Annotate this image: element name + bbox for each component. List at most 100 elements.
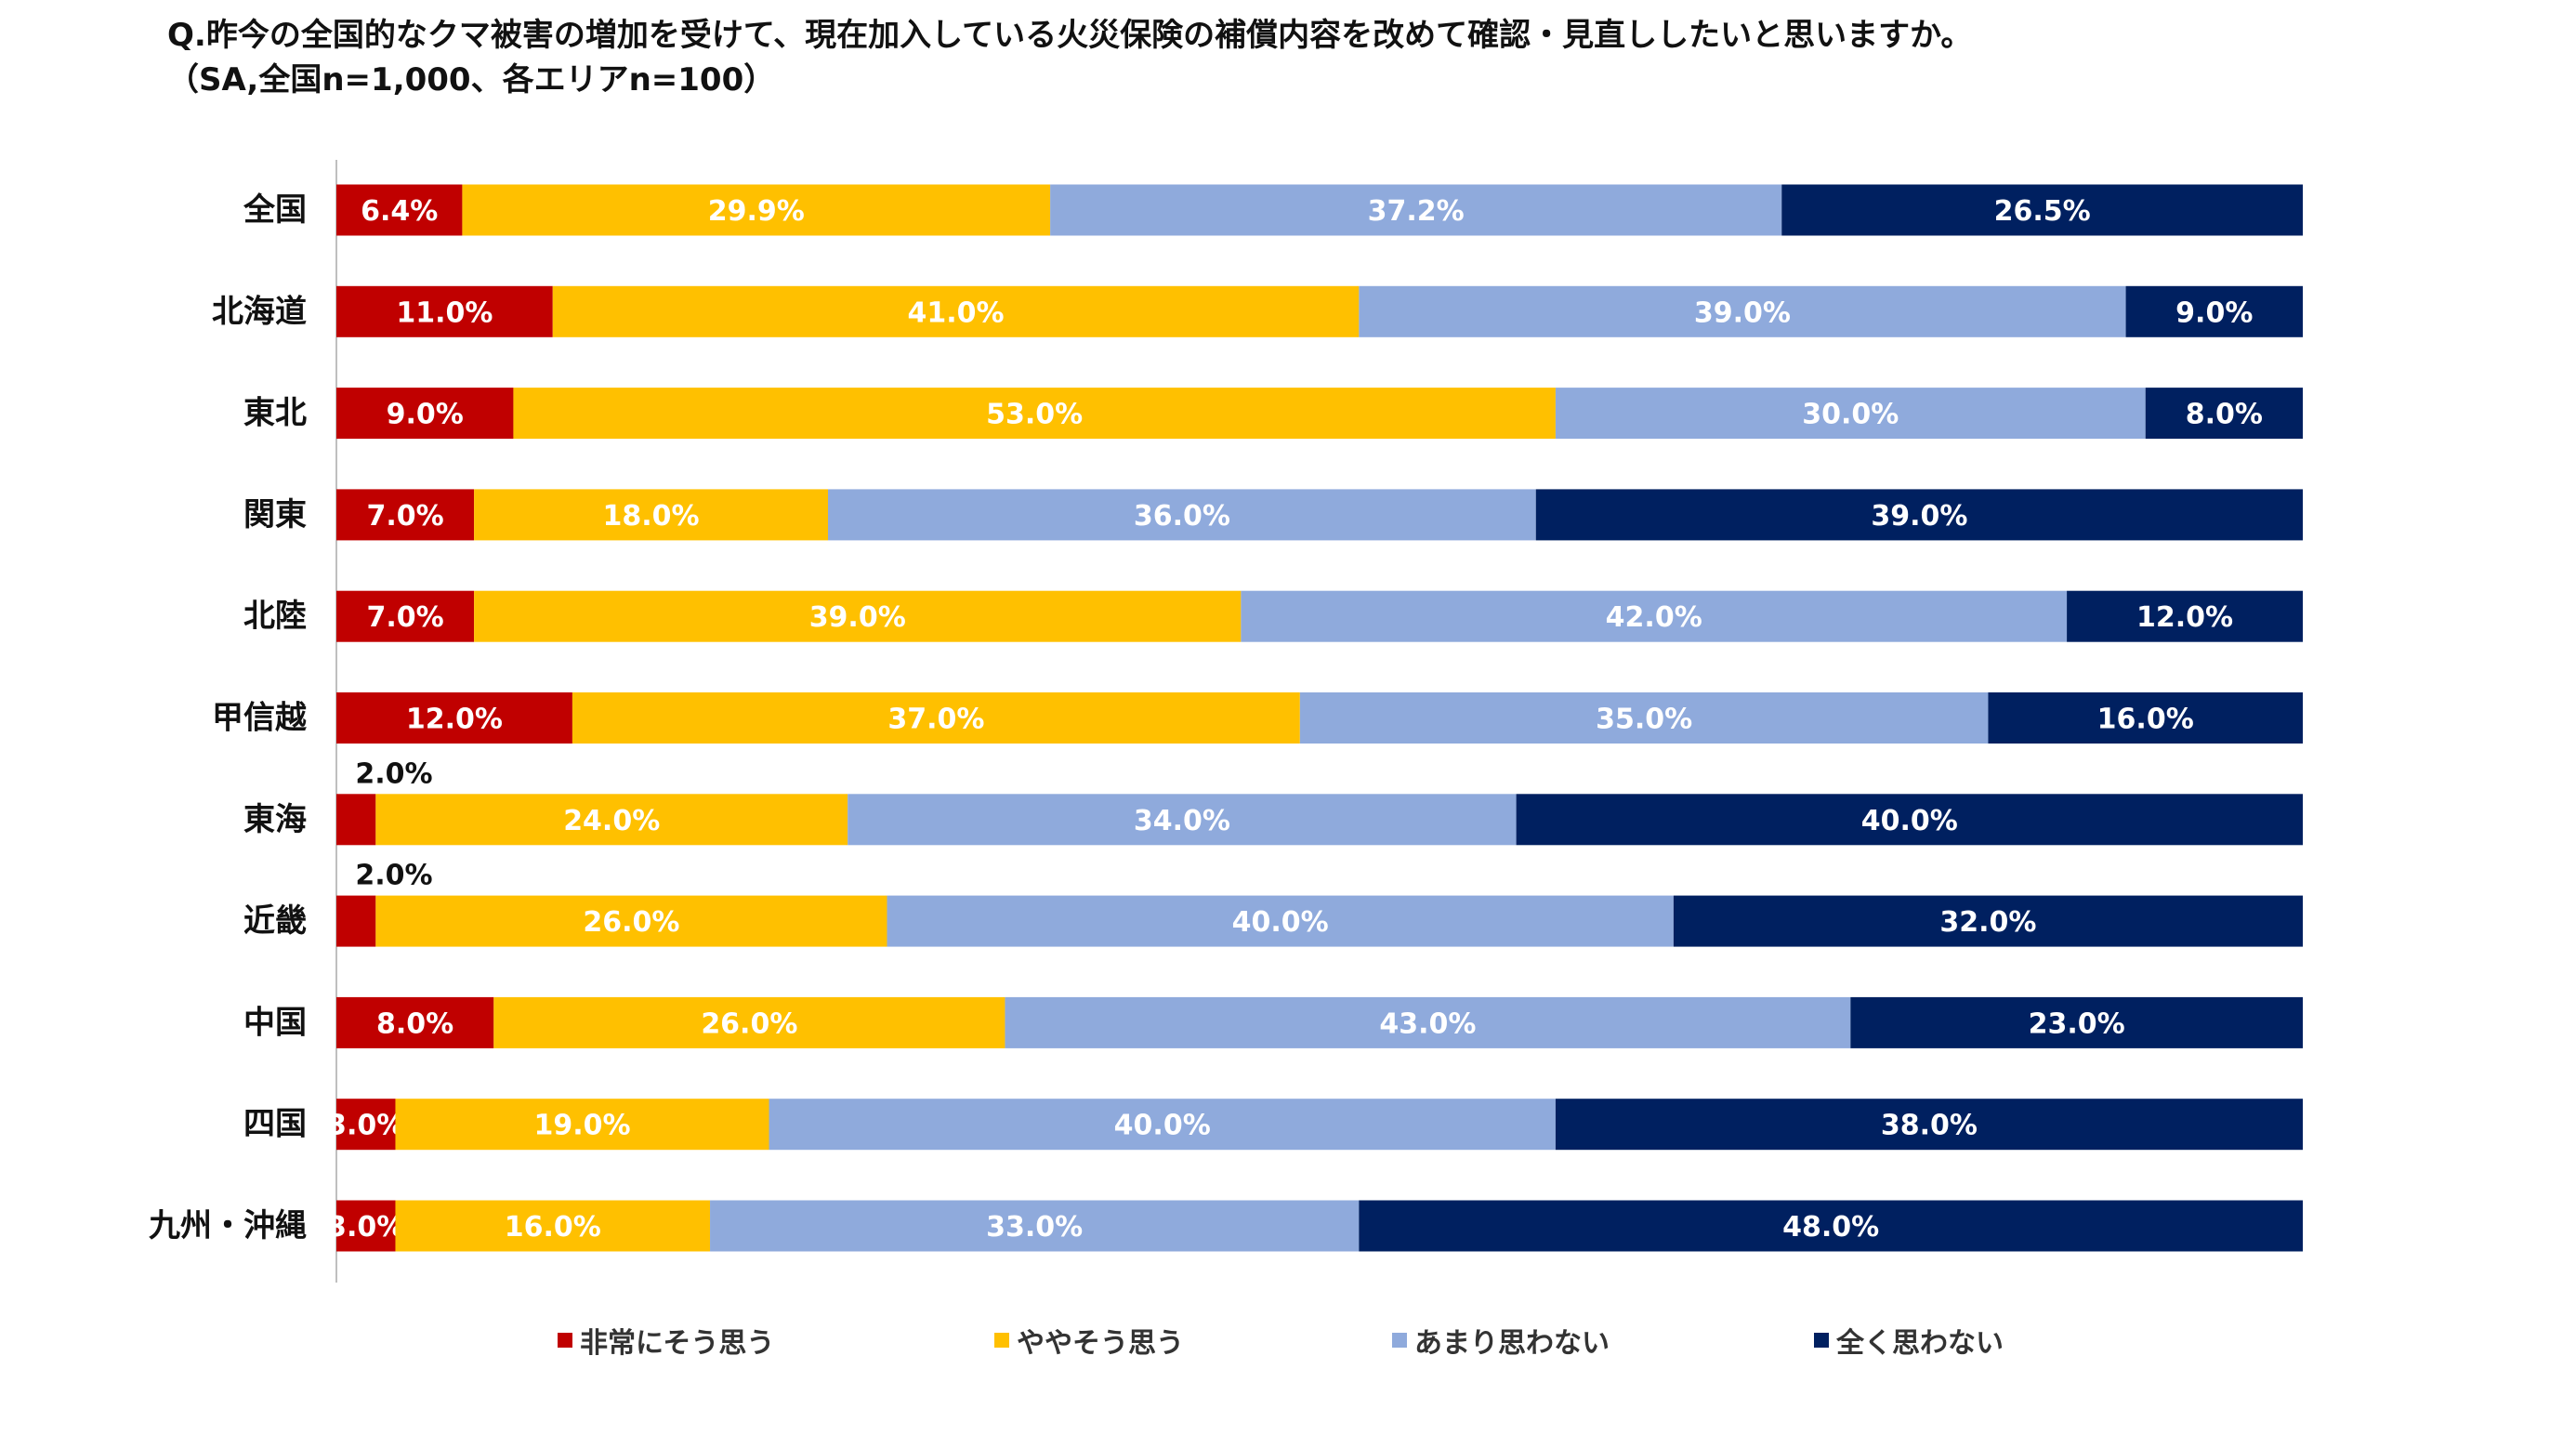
title-line-1: Q.昨今の全国的なクマ被害の増加を受けて、現在加入している火災保険の補償内容を改… [167,17,1973,54]
data-label: 7.0% [366,500,443,533]
data-label: 40.0% [1861,805,1958,837]
bar-segment [336,996,494,1048]
legend-swatch [558,1333,572,1348]
data-label: 3.0% [327,1110,404,1142]
data-label: 34.0% [1134,805,1230,837]
data-label: 9.0% [2175,296,2253,329]
data-label: 2.0% [355,860,432,892]
bar-segment [513,388,1556,440]
data-label: 30.0% [1802,399,1899,431]
data-label: 29.9% [708,195,805,228]
chart-legend: 非常にそう思う ややそう思う あまり思わない 全く思わない [0,1320,2576,1366]
data-label: 36.0% [1134,500,1230,533]
data-label: 43.0% [1379,1007,1476,1040]
category-label: 東北 [243,395,307,432]
bar-segment [1535,489,2303,541]
bar-segment [1005,996,1851,1048]
legend-label: ややそう思う [1017,1327,1184,1360]
data-label: 8.0% [376,1007,453,1040]
data-label: 37.2% [1368,195,1465,228]
data-label: 23.0% [2029,1007,2125,1040]
bar-segment [474,489,828,541]
data-label: 53.0% [986,399,1083,431]
data-label: 11.0% [396,296,493,329]
data-label: 12.0% [2136,601,2233,634]
data-label: 24.0% [563,805,660,837]
bar-segment [1781,184,2303,236]
bar-segment [336,692,572,744]
data-label: 38.0% [1881,1110,1978,1142]
data-label: 9.0% [387,399,464,431]
data-label: 8.0% [2186,399,2263,431]
data-label: 6.4% [361,195,438,228]
bar-segment [2067,590,2303,642]
bar-segment [1555,1099,2303,1151]
bar-segment [1555,388,2146,440]
legend-item: 全く思わない [1814,1320,2004,1361]
data-label: 3.0% [327,1211,404,1244]
data-label: 40.0% [1232,906,1329,939]
data-label: 26.5% [1994,195,2091,228]
bar-segment [710,1200,1360,1252]
legend-swatch [994,1333,1009,1348]
bar-segment [572,692,1300,744]
bar-segment [1299,692,1989,744]
bar-segment [336,388,514,440]
bar-segment [336,1200,396,1252]
category-label: 九州・沖縄 [149,1207,307,1244]
legend-label: あまり思わない [1414,1327,1610,1360]
bar-segment [395,1099,769,1151]
data-label: 16.0% [505,1211,601,1244]
category-label: 北海道 [212,293,307,330]
bar-segment [462,184,1051,236]
data-label: 42.0% [1606,601,1702,634]
bar-segment [848,794,1517,846]
bar-segment [552,285,1360,337]
data-label: 39.0% [809,601,906,634]
bar-segment [493,996,1005,1048]
bar-segment [336,1099,396,1151]
category-label: 四国 [243,1106,307,1143]
bar-segment [2125,285,2303,337]
data-label: 18.0% [603,500,700,533]
category-label: 中国 [243,1004,307,1041]
data-label: 16.0% [2097,704,2194,736]
legend-swatch [1392,1333,1407,1348]
data-label: 7.0% [366,601,443,634]
bar-segment [336,489,475,541]
data-label: 33.0% [986,1211,1083,1244]
data-label: 39.0% [1871,500,1967,533]
category-label: 全国 [243,191,307,229]
category-label: 甲信越 [212,700,308,737]
data-label: 32.0% [1939,906,2036,939]
data-label: 40.0% [1114,1110,1211,1142]
data-label: 37.0% [887,704,984,736]
title-line-2: （SA,全国n=1,000、各エリアn=100） [167,61,776,99]
bar-segment [828,489,1536,541]
bar-segment [887,895,1674,947]
data-label: 35.0% [1596,704,1692,736]
bar-segment [375,895,887,947]
bar-segment [1359,285,2126,337]
data-label: 26.0% [583,906,679,939]
category-label: 近畿 [243,902,307,940]
bar-segment [2145,388,2303,440]
category-label: 関東 [243,496,307,533]
data-label: 26.0% [701,1007,797,1040]
bar-segment [375,794,848,846]
bar-segment [1988,692,2303,744]
legend-item: 非常にそう思う [558,1320,774,1361]
data-label: 19.0% [533,1110,630,1142]
legend-item: あまり思わない [1392,1320,1610,1361]
category-label: 東海 [243,801,307,838]
data-label: 2.0% [355,757,432,790]
category-label: 北陸 [243,598,307,635]
bar-segment [336,794,376,846]
bar-segment [769,1099,1556,1151]
bar-segment [474,590,1242,642]
bar-segment [336,285,553,337]
legend-item: ややそう思う [994,1320,1184,1361]
bar-segment [1359,1200,2303,1252]
bar-segment [336,895,376,947]
